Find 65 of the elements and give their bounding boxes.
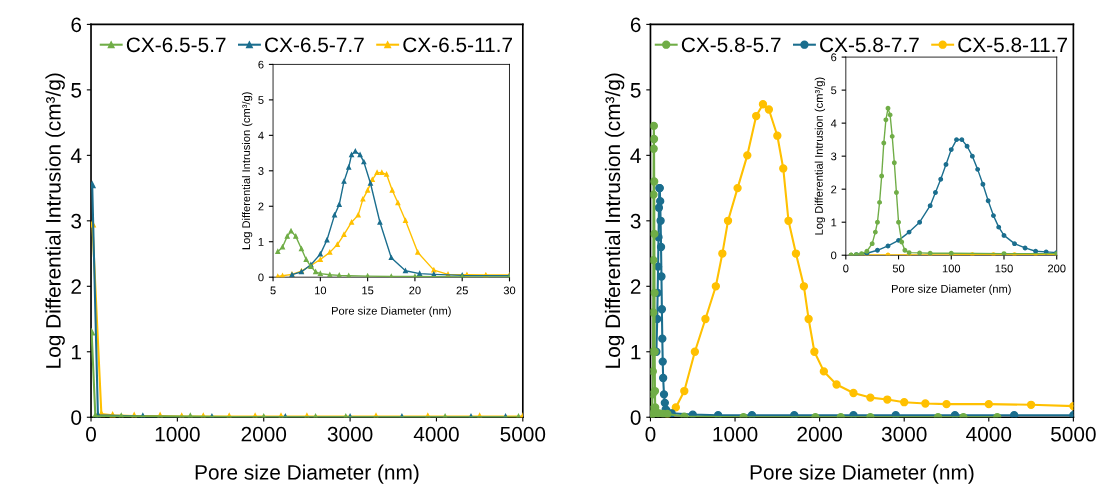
- x-tick-label: 4000: [413, 426, 459, 442]
- y-tick-label: 2: [831, 185, 837, 194]
- y-tick-label: 5: [71, 83, 82, 98]
- y-tick-label: 4: [830, 119, 837, 128]
- y-tick-label: 1: [831, 218, 837, 227]
- x-tick-label: 20: [409, 286, 421, 295]
- x-tick-label: 200: [1048, 264, 1066, 273]
- y-tick-label: 6: [258, 60, 264, 69]
- x-axis-title: Pore size Diameter (nm): [891, 284, 1011, 295]
- y-tick-label: 1: [631, 344, 641, 360]
- y-tick-label: 6: [630, 17, 641, 33]
- y-tick-label: 5: [831, 86, 837, 95]
- x-tick-label: 100: [942, 264, 961, 273]
- y-tick-label: 0: [630, 410, 641, 425]
- y-tick-label: 3: [258, 167, 264, 175]
- legend-label: CX-6.5-7.7: [265, 37, 364, 53]
- y-axis-title: Log Differential Intrusion (cm³/g): [241, 92, 253, 250]
- x-tick-label: 0: [86, 426, 96, 442]
- legend-label: CX-6.5-11.7: [403, 37, 512, 53]
- y-tick-label: 3: [71, 213, 82, 229]
- y-axis-title: Log Differential Intrusion (cm³/g): [604, 73, 625, 368]
- x-axis-title: Pore size Diameter (nm): [195, 464, 419, 484]
- y-tick-label: 0: [258, 273, 264, 282]
- y-tick-label: 0: [71, 410, 82, 425]
- x-tick-label: 0: [645, 426, 656, 442]
- y-tick-label: 0: [831, 251, 837, 260]
- x-tick-label: 30: [503, 286, 516, 295]
- y-tick-label: 1: [72, 344, 81, 360]
- x-tick-label: 5: [270, 286, 276, 295]
- y-tick-label: 2: [630, 279, 641, 294]
- x-tick-label: 0: [843, 264, 849, 273]
- y-tick-label: 2: [258, 202, 264, 211]
- x-axis-title: Pore size Diameter (nm): [331, 306, 451, 317]
- x-tick-label: 5000: [1051, 426, 1096, 442]
- x-tick-label: 2000: [797, 426, 842, 442]
- x-tick-label: 2000: [241, 426, 287, 442]
- x-tick-label: 50: [892, 264, 905, 273]
- y-axis-title: Log Differential Intrusion (cm³/g): [814, 77, 826, 235]
- y-tick-label: 4: [630, 148, 641, 163]
- x-tick-label: 1000: [155, 426, 200, 442]
- legend-label: CX-5.8-5.7: [681, 37, 781, 53]
- x-tick-label: 3000: [881, 426, 927, 442]
- legend-label: CX-6.5-5.7: [126, 37, 226, 53]
- x-tick-label: 25: [456, 286, 468, 295]
- y-tick-label: 4: [70, 148, 82, 163]
- x-tick-label: 5000: [500, 426, 546, 442]
- x-tick-label: 1000: [713, 426, 758, 442]
- x-axis-title: Pore size Diameter (nm): [750, 464, 974, 484]
- y-tick-label: 1: [258, 238, 264, 246]
- legend-label: CX-5.8-11.7: [958, 37, 1067, 53]
- x-tick-label: 150: [995, 264, 1013, 273]
- y-tick-label: 2: [71, 279, 81, 294]
- y-tick-label: 3: [831, 152, 837, 161]
- y-tick-label: 5: [630, 83, 641, 98]
- y-tick-label: 6: [71, 17, 82, 33]
- x-tick-label: 4000: [966, 426, 1012, 442]
- legend-label: CX-5.8-7.7: [820, 37, 919, 53]
- x-tick-label: 15: [362, 286, 374, 295]
- y-tick-label: 6: [831, 53, 837, 62]
- x-tick-label: 10: [315, 286, 327, 295]
- y-tick-label: 5: [258, 96, 264, 105]
- y-tick-label: 4: [258, 131, 264, 140]
- y-tick-label: 3: [630, 213, 641, 229]
- y-axis-title: Log Differential Intrusion (cm³/g): [45, 73, 65, 368]
- x-tick-label: 3000: [327, 426, 373, 442]
